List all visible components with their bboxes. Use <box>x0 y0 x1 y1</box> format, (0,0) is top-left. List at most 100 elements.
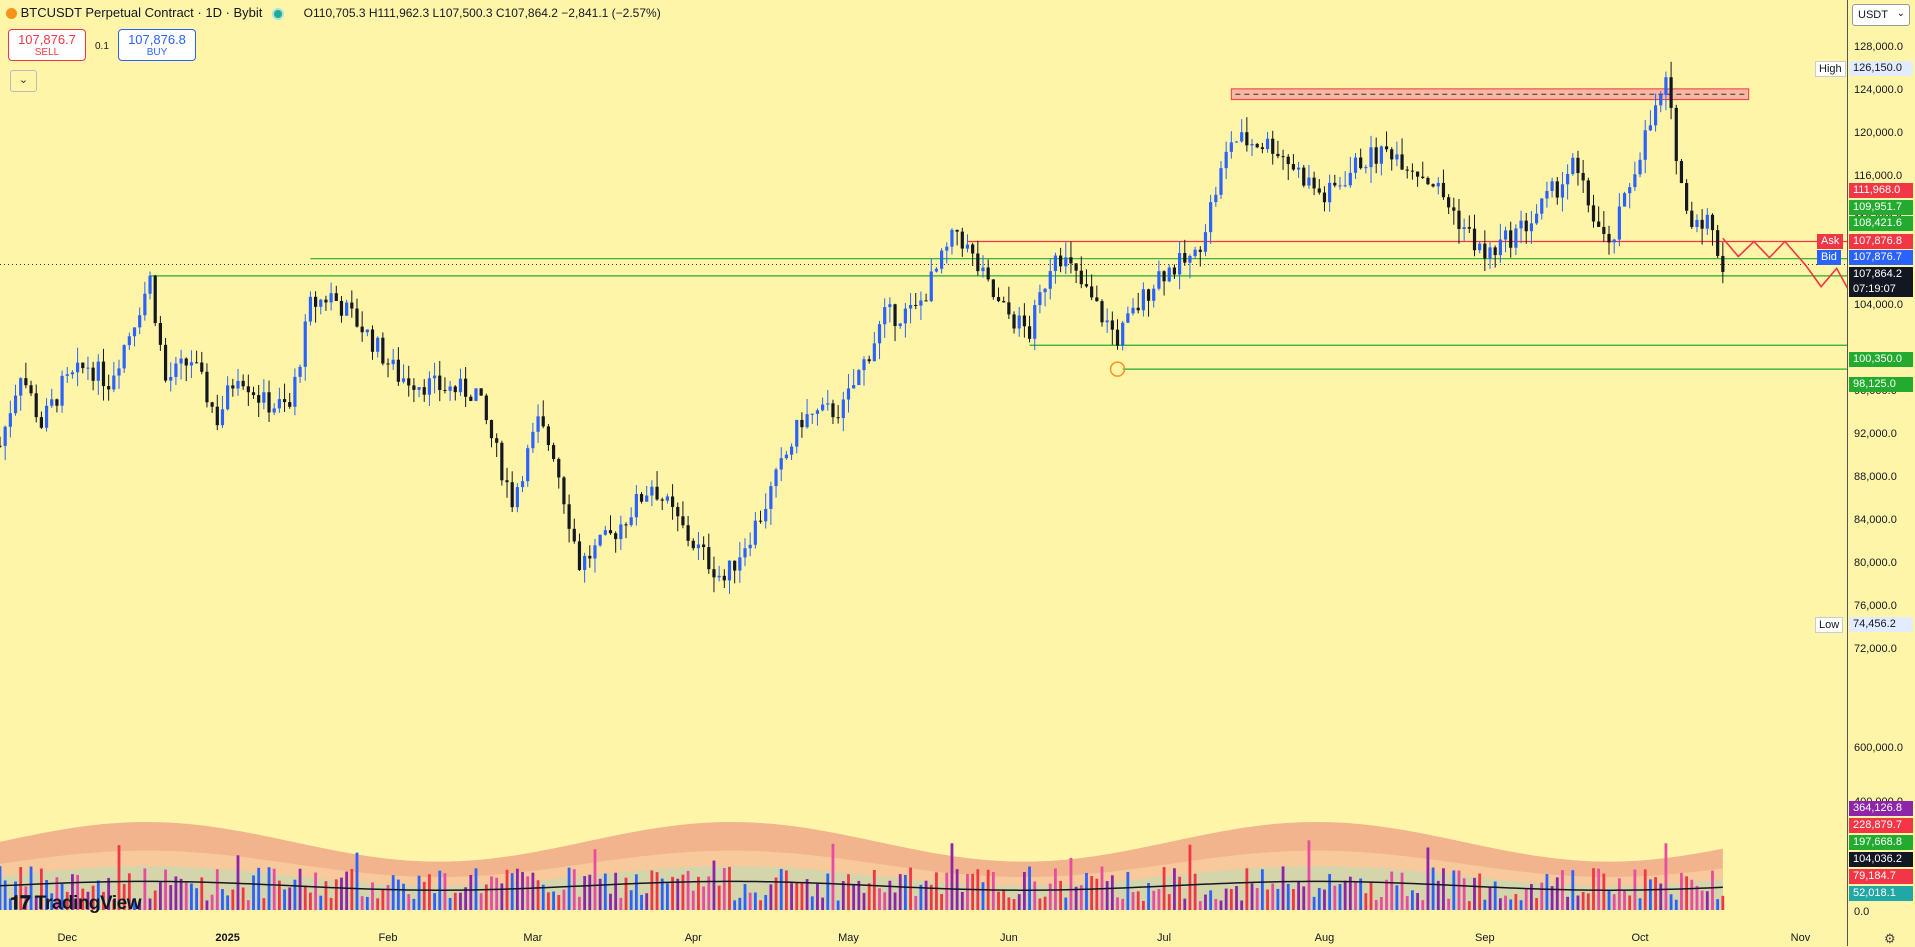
volume-bar <box>981 882 985 910</box>
projection-line <box>1722 237 1847 289</box>
price-axis[interactable] <box>1847 0 1915 946</box>
candle <box>174 363 178 377</box>
candle <box>1374 147 1378 164</box>
volume-bar <box>329 897 333 910</box>
candle <box>686 525 690 541</box>
volume-bar <box>34 895 38 910</box>
sell-button[interactable]: 107,876.7 SELL <box>8 29 86 61</box>
settings-icon[interactable]: ⚙ <box>1884 931 1896 946</box>
volume-bar <box>1597 868 1601 910</box>
candle <box>619 524 623 540</box>
volume-bar <box>826 873 830 910</box>
volume-bar <box>1519 900 1523 910</box>
candle <box>702 544 706 548</box>
volume-bar <box>288 887 292 910</box>
candle <box>857 370 861 386</box>
volume-bar <box>1685 876 1689 910</box>
volume-bar <box>1054 868 1057 910</box>
candle <box>769 486 773 509</box>
candle <box>1209 202 1213 233</box>
candle <box>376 337 380 352</box>
volume-bar <box>1022 872 1026 910</box>
candle <box>1664 77 1668 95</box>
candle <box>1384 146 1389 150</box>
volume-bar <box>1281 866 1285 910</box>
candle <box>422 387 426 395</box>
price-tick-label: 128,000.0 <box>1854 41 1903 53</box>
volume-bar <box>1048 883 1052 910</box>
candle <box>226 385 230 410</box>
bar-countdown: 07:19:07 <box>1849 282 1913 297</box>
candle <box>779 458 783 470</box>
candle <box>660 499 664 501</box>
volume-bar <box>1007 897 1011 910</box>
price-tick-label: 88,000.0 <box>1854 471 1897 483</box>
volume-bar <box>945 872 949 910</box>
candle <box>153 275 157 324</box>
candle <box>65 374 69 376</box>
candle <box>919 300 923 306</box>
price-chart[interactable] <box>0 0 1847 946</box>
volume-bar <box>1385 879 1388 910</box>
x-axis-label: Oct <box>1631 932 1649 944</box>
x-axis-label: Aug <box>1314 932 1335 944</box>
buy-button[interactable]: 107,876.8 BUY <box>118 29 196 61</box>
candle <box>479 388 483 396</box>
volume-bar <box>1457 870 1461 910</box>
volume-bar <box>598 878 602 910</box>
volume-bar <box>991 872 995 910</box>
candle <box>1415 171 1420 177</box>
candle <box>1571 157 1575 175</box>
symbol-header[interactable]: BTCUSDT Perpetual Contract · 1D · Bybit … <box>6 5 661 20</box>
volume-bar <box>650 870 654 910</box>
volume-bar <box>179 878 183 910</box>
candle <box>1493 247 1497 256</box>
candle <box>407 378 411 386</box>
volume-bar <box>417 875 421 910</box>
candle <box>1240 132 1244 142</box>
volume-bar <box>1411 890 1414 910</box>
volume-bar <box>578 896 581 910</box>
volume-bar <box>966 873 969 910</box>
volume-bar <box>45 879 48 910</box>
volume-bar <box>1530 884 1533 910</box>
volume-bar <box>148 898 152 910</box>
candle <box>1364 167 1368 169</box>
candle <box>1167 267 1171 282</box>
candle <box>1074 263 1078 271</box>
order-quantity: 0.1 <box>95 41 109 52</box>
volume-bar <box>1064 897 1068 910</box>
candle <box>76 362 80 373</box>
candle <box>1566 174 1570 185</box>
volume-bar <box>1447 898 1451 910</box>
volume-pane <box>0 822 1725 910</box>
candle <box>360 326 364 333</box>
resistance-zone <box>1230 88 1750 101</box>
volume-bar <box>1214 898 1218 910</box>
volume-bar <box>810 896 814 910</box>
volume-bar <box>360 896 364 910</box>
candle <box>1157 271 1161 289</box>
volume-bar <box>464 887 468 910</box>
volume-bar <box>1359 878 1363 910</box>
candle <box>1302 167 1306 186</box>
volume-bar <box>324 881 328 910</box>
volume-bar <box>1540 882 1544 910</box>
collapse-button[interactable]: ⌄ <box>10 70 37 92</box>
volume-bar <box>303 885 307 910</box>
candle <box>707 547 711 570</box>
volume-bar <box>531 872 535 910</box>
volume-level-label: 364,126.8 <box>1849 801 1913 816</box>
ohlc-values: O110,705.3 H111,962.3 L107,500.3 C107,86… <box>304 6 661 20</box>
volume-bar <box>1436 880 1440 910</box>
price-tick-label: 116,000.0 <box>1854 170 1903 182</box>
volume-bar <box>1343 880 1347 910</box>
x-axis-label: Feb <box>378 932 398 944</box>
x-axis-label: Sep <box>1475 932 1495 944</box>
candle <box>1115 329 1120 346</box>
candle <box>91 367 95 381</box>
candle <box>1177 253 1182 275</box>
candle <box>717 575 721 578</box>
volume-bar <box>396 879 400 910</box>
currency-select[interactable]: USDT ⌄ <box>1852 4 1910 26</box>
